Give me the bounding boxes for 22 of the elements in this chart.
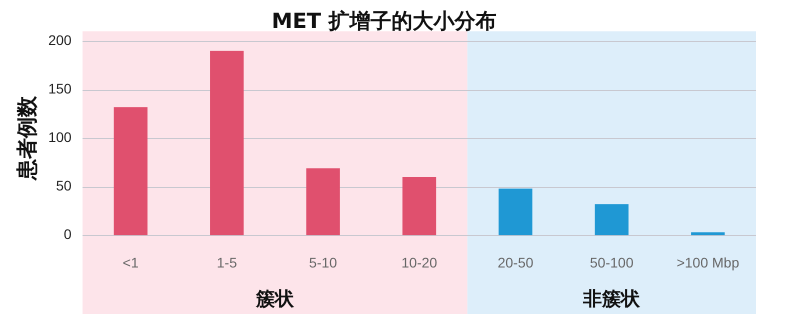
bar	[114, 107, 148, 236]
bar	[210, 50, 244, 236]
y-axis-title: 患者例数	[15, 95, 40, 182]
y-tick-label: 100	[48, 129, 72, 146]
band-label: 非簇状	[582, 288, 642, 310]
chart-title: MET 扩增子的大小分布	[272, 9, 496, 34]
bar	[498, 188, 532, 236]
bar	[306, 168, 340, 236]
x-tick-label: 50-100	[590, 254, 634, 270]
x-tick-label: <1	[122, 254, 139, 270]
x-tick-label: >100 Mbp	[676, 254, 740, 270]
bar	[594, 204, 629, 236]
y-tick-label: 150	[48, 80, 72, 97]
band-label: 簇状	[254, 288, 295, 310]
x-tick-label: 10-20	[401, 254, 438, 270]
x-tick-label: 1-5	[216, 254, 238, 270]
x-tick-label: 5-10	[309, 254, 338, 270]
x-tick-label: 20-50	[498, 254, 534, 270]
y-tick-label: 50	[56, 178, 72, 194]
bar	[402, 177, 436, 236]
y-tick-label: 200	[48, 32, 72, 48]
y-tick-label: 0	[64, 226, 72, 242]
